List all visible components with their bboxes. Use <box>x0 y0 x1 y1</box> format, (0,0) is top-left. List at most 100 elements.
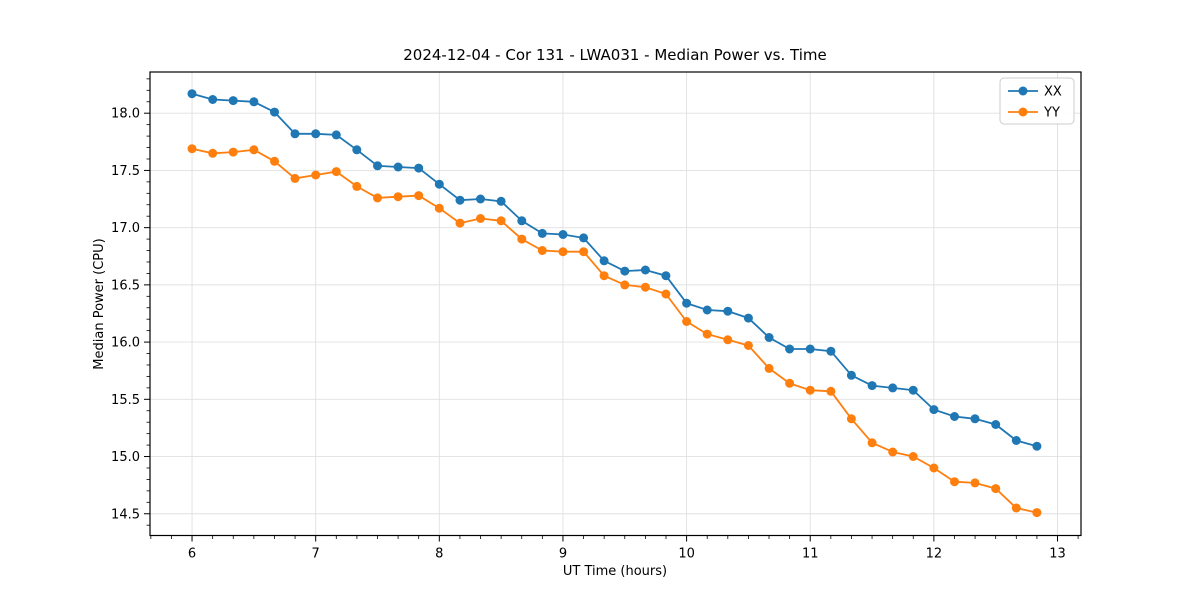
data-point-YY <box>414 191 424 201</box>
data-point-YY <box>393 192 403 202</box>
data-point-YY <box>1011 503 1021 513</box>
data-point-YY <box>270 156 279 166</box>
data-point-XX <box>1011 436 1021 445</box>
x-tick-label: 9 <box>559 547 567 562</box>
data-point-YY <box>331 167 341 177</box>
y-tick-label: 17.5 <box>111 164 140 179</box>
x-tick-label: 12 <box>926 547 943 562</box>
data-point-XX <box>723 306 733 316</box>
x-tick-label: 11 <box>802 547 819 562</box>
data-point-XX <box>743 313 753 323</box>
data-point-XX <box>682 298 692 308</box>
y-tick-label: 16.0 <box>111 336 140 351</box>
series-layer <box>187 89 1042 518</box>
data-point-XX <box>1032 441 1042 451</box>
data-point-YY <box>702 329 712 339</box>
data-point-YY <box>620 280 630 290</box>
data-point-XX <box>908 385 918 395</box>
data-point-YY <box>826 386 836 396</box>
data-point-XX <box>496 196 506 206</box>
y-tick-label: 16.5 <box>111 278 140 293</box>
y-tick-label: 18.0 <box>111 107 140 122</box>
y-tick-label: 17.0 <box>111 221 140 236</box>
axes-layer: 6 7 8 9 10 11 12 13 14.5 15.0 15.5 16.0 16.5 17.0 17.5… <box>111 71 1082 562</box>
y-tick-label: 14.5 <box>111 507 140 522</box>
data-point-XX <box>599 256 609 266</box>
legend: XX YY <box>999 77 1075 125</box>
data-point-YY <box>311 170 321 180</box>
data-point-YY <box>682 317 692 326</box>
data-point-XX <box>702 305 712 315</box>
data-point-XX <box>249 97 259 107</box>
data-point-YY <box>1032 508 1042 518</box>
data-point-XX <box>187 89 197 99</box>
data-point-XX <box>558 230 568 239</box>
data-point-YY <box>517 234 527 244</box>
legend-marker-YY <box>1018 107 1028 117</box>
plot-border <box>149 71 1082 537</box>
data-point-XX <box>640 265 650 275</box>
data-point-XX <box>517 216 527 226</box>
data-point-YY <box>373 193 382 203</box>
y-axis-label: Median Power (CPU) <box>92 238 107 369</box>
data-point-YY <box>290 173 300 183</box>
data-point-XX <box>434 179 444 189</box>
data-point-YY <box>991 484 1001 494</box>
legend-marker-XX <box>1018 86 1028 96</box>
data-point-XX <box>867 381 877 391</box>
data-point-YY <box>476 214 485 223</box>
data-point-XX <box>455 195 465 205</box>
data-point-YY <box>970 478 980 488</box>
data-point-XX <box>228 96 238 106</box>
data-point-XX <box>805 344 815 354</box>
data-point-XX <box>991 420 1001 429</box>
data-point-XX <box>331 130 341 140</box>
legend-label-XX: XX <box>1044 85 1062 100</box>
data-point-XX <box>393 162 403 172</box>
data-point-YY <box>558 247 568 257</box>
data-point-YY <box>599 271 609 281</box>
data-point-YY <box>434 203 444 213</box>
data-point-YY <box>785 378 795 388</box>
data-point-XX <box>846 370 856 380</box>
data-point-XX <box>352 145 362 155</box>
data-point-YY <box>723 335 733 345</box>
data-point-YY <box>187 144 197 154</box>
x-tick-label: 6 <box>188 547 196 562</box>
data-point-YY <box>846 414 856 424</box>
data-point-XX <box>208 95 218 104</box>
grid-layer <box>150 72 1081 536</box>
data-point-XX <box>476 194 485 204</box>
data-point-XX <box>620 266 630 276</box>
data-point-YY <box>867 438 877 448</box>
data-point-YY <box>929 463 939 473</box>
x-tick-label: 13 <box>1049 547 1066 562</box>
data-point-YY <box>888 447 898 457</box>
data-point-YY <box>228 147 238 157</box>
x-tick-label: 7 <box>312 547 320 562</box>
legend-box <box>999 77 1075 125</box>
data-point-XX <box>414 163 424 173</box>
data-point-YY <box>208 148 218 158</box>
data-point-YY <box>640 282 650 292</box>
data-point-YY <box>764 363 774 373</box>
data-point-YY <box>805 385 815 395</box>
data-point-YY <box>352 181 362 191</box>
data-point-YY <box>743 341 753 350</box>
data-point-XX <box>311 129 321 139</box>
data-point-XX <box>579 233 589 243</box>
data-point-XX <box>290 129 300 139</box>
data-point-XX <box>764 333 774 342</box>
x-tick-label: 10 <box>678 547 695 562</box>
data-point-XX <box>826 346 836 356</box>
data-point-XX <box>270 107 279 117</box>
x-tick-label: 8 <box>435 547 443 562</box>
data-point-XX <box>785 344 795 354</box>
data-point-XX <box>970 414 980 424</box>
data-point-YY <box>455 218 465 228</box>
data-point-YY <box>908 452 918 461</box>
data-point-YY <box>537 246 547 255</box>
data-point-XX <box>950 412 959 421</box>
